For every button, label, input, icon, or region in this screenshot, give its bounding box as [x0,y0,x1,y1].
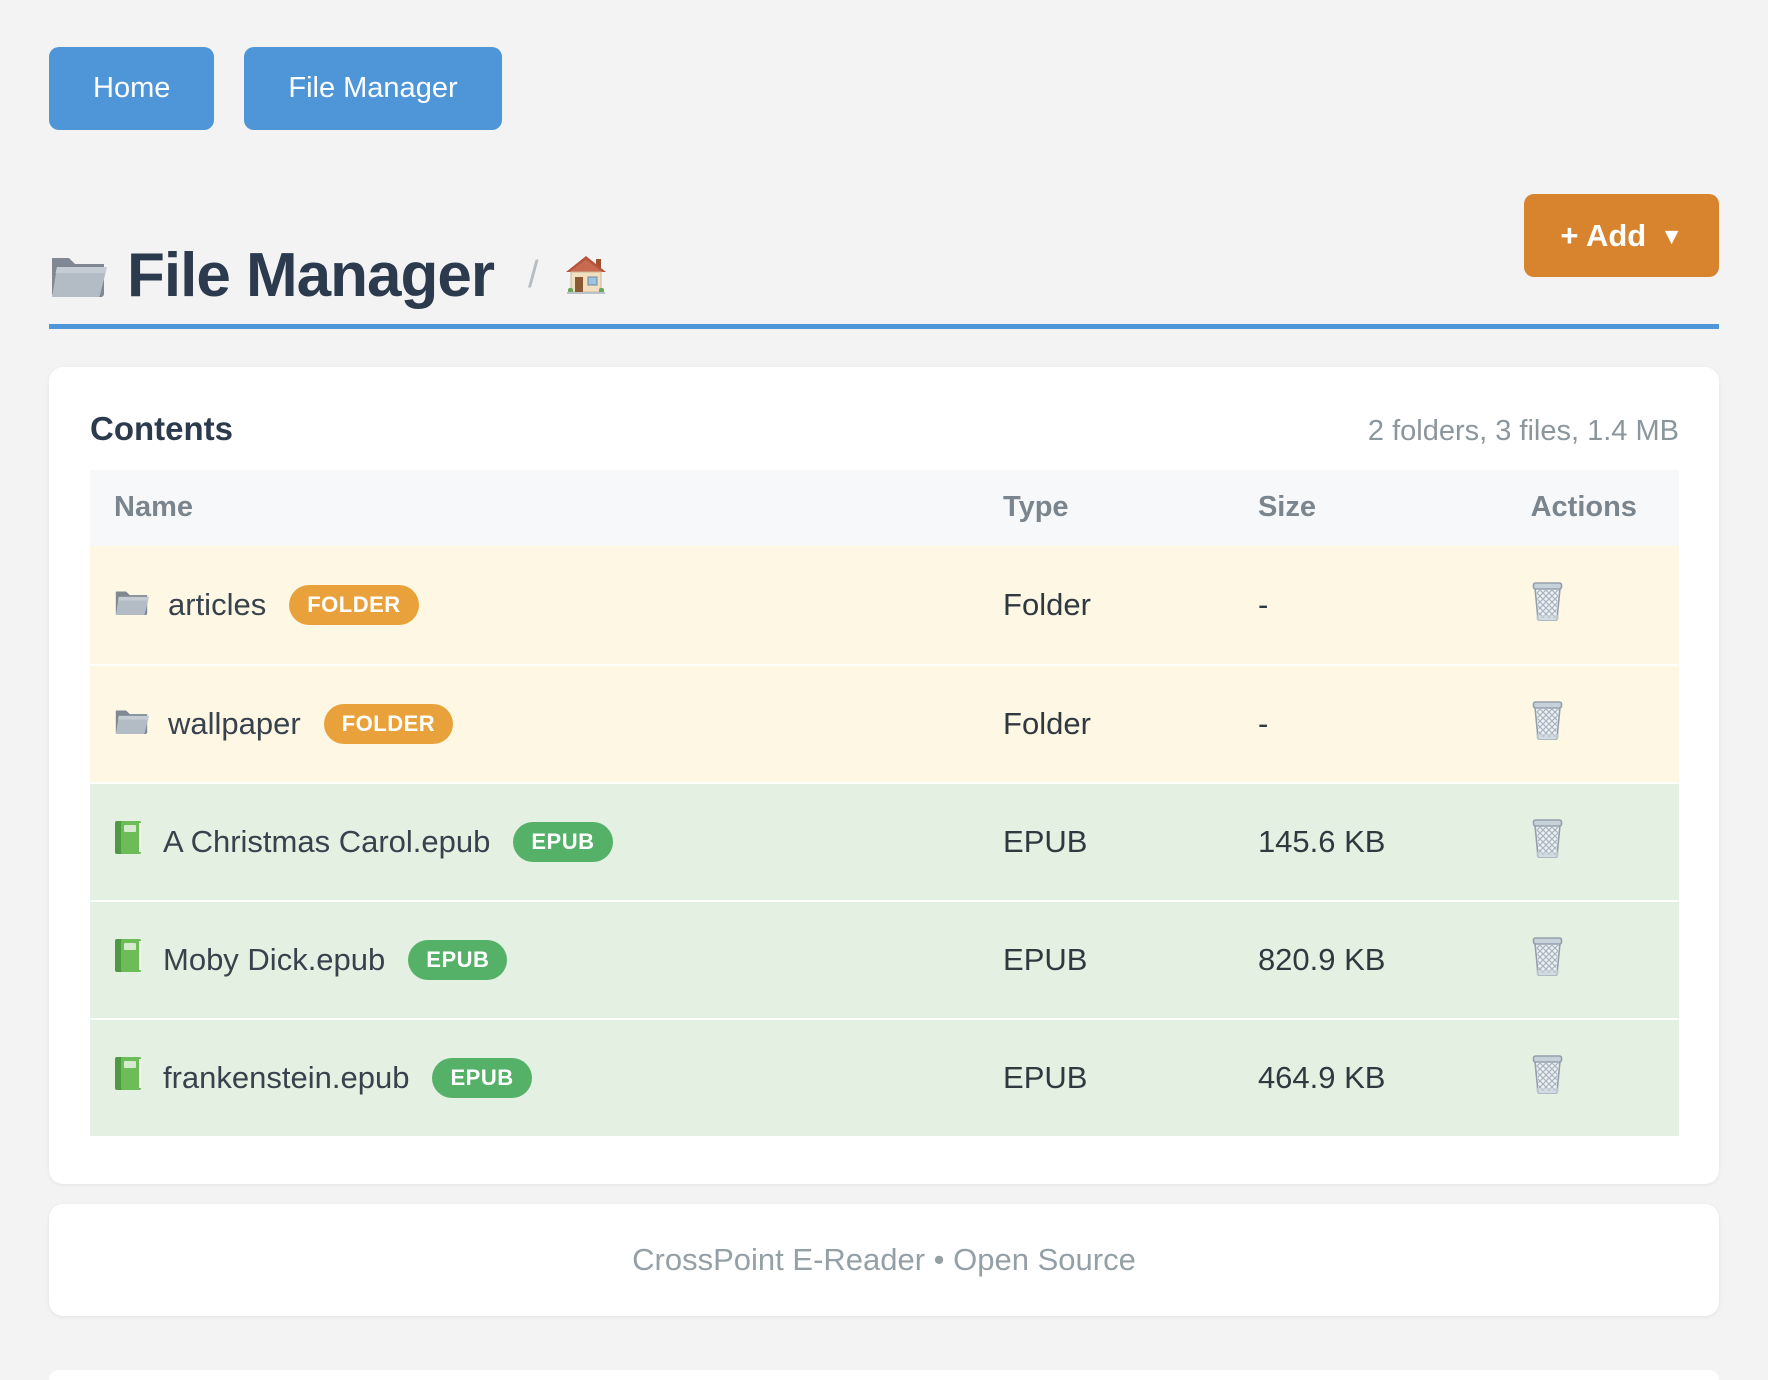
cell-size: - [1233,663,1507,782]
cell-size: 464.9 KB [1233,1017,1507,1136]
folder-icon [114,705,149,742]
table-header-row: Name Type Size Actions [90,469,1679,546]
delete-button[interactable] [1531,936,1564,979]
type-badge: FOLDER [323,703,454,744]
footer-card: CrossPoint E-Reader • Open Source [49,1203,1719,1316]
caret-down-icon: ▼ [1660,223,1683,250]
home-button[interactable]: Home [49,47,215,130]
table-row[interactable]: A Christmas Carol.epub EPUB EPUB 145.6 K… [90,781,1679,900]
green-book-icon [114,820,144,863]
footer-text: CrossPoint E-Reader • Open Source [632,1241,1136,1277]
trash-icon [1531,581,1564,624]
file-name[interactable]: Moby Dick.epub [163,941,386,977]
table-row[interactable]: Moby Dick.epub EPUB EPUB 820.9 KB [90,899,1679,1018]
add-button-label: + Add [1560,217,1647,253]
trash-icon [1531,936,1564,979]
file-name[interactable]: frankenstein.epub [163,1059,410,1095]
add-button[interactable]: + Add ▼ [1524,193,1719,278]
column-header-name: Name [90,469,980,546]
folder-icon [49,249,107,302]
table-row[interactable]: frankenstein.epub EPUB EPUB 464.9 KB [90,1017,1679,1136]
house-icon[interactable] [565,255,607,295]
delete-button[interactable] [1531,818,1564,861]
page-title: File Manager [127,240,495,310]
cell-actions [1506,899,1679,1018]
contents-header: Contents 2 folders, 3 files, 1.4 MB [90,410,1679,448]
cell-actions [1506,545,1679,664]
file-table: Name Type Size Actions [90,469,1679,1136]
cell-size: 820.9 KB [1233,899,1507,1018]
table-row[interactable]: articles FOLDER Folder - [90,545,1679,664]
cell-size: - [1233,545,1507,664]
type-badge: FOLDER [289,584,419,625]
contents-card: Contents 2 folders, 3 files, 1.4 MB Name… [49,366,1719,1184]
table-row[interactable]: wallpaper FOLDER Folder - [90,663,1679,782]
cell-size: 145.6 KB [1233,781,1507,900]
cell-type: Folder [979,663,1234,782]
cell-actions [1506,1017,1679,1136]
type-badge: EPUB [432,1057,532,1098]
title-group: File Manager / [49,240,607,311]
breadcrumb-separator: / [528,253,539,296]
top-nav: Home File Manager [49,47,1719,130]
page: Home File Manager File Manager / [49,47,1719,1316]
column-header-size: Size [1233,469,1507,546]
column-header-type: Type [979,469,1234,546]
trash-icon [1531,818,1564,861]
file-manager-button[interactable]: File Manager [244,47,502,130]
cell-type: Folder [979,545,1234,664]
cell-type: EPUB [979,899,1234,1018]
cell-actions [1506,781,1679,900]
type-badge: EPUB [513,821,613,862]
header-divider [49,323,1719,329]
cell-name: frankenstein.epub EPUB [90,1017,980,1136]
trash-icon [1531,1054,1564,1097]
cell-name: A Christmas Carol.epub EPUB [90,781,980,900]
delete-button[interactable] [1531,1054,1564,1097]
file-name[interactable]: A Christmas Carol.epub [163,823,491,859]
contents-title: Contents [90,409,233,447]
next-card-sliver [49,1370,1719,1380]
type-badge: EPUB [408,939,508,980]
column-header-actions: Actions [1506,469,1679,546]
cell-name: wallpaper FOLDER [90,663,980,782]
cell-actions [1506,663,1679,782]
file-name[interactable]: articles [168,586,267,622]
folder-icon [114,586,149,623]
cell-type: EPUB [979,1017,1234,1136]
contents-summary: 2 folders, 3 files, 1.4 MB [1367,414,1679,447]
cell-name: articles FOLDER [90,545,980,664]
delete-button[interactable] [1531,581,1564,624]
trash-icon [1531,700,1564,743]
cell-name: Moby Dick.epub EPUB [90,899,980,1018]
delete-button[interactable] [1531,700,1564,743]
green-book-icon [114,1056,144,1099]
page-header: File Manager / + Add ▼ [49,193,1719,311]
green-book-icon [114,938,144,981]
cell-type: EPUB [979,781,1234,900]
file-name[interactable]: wallpaper [168,705,301,741]
